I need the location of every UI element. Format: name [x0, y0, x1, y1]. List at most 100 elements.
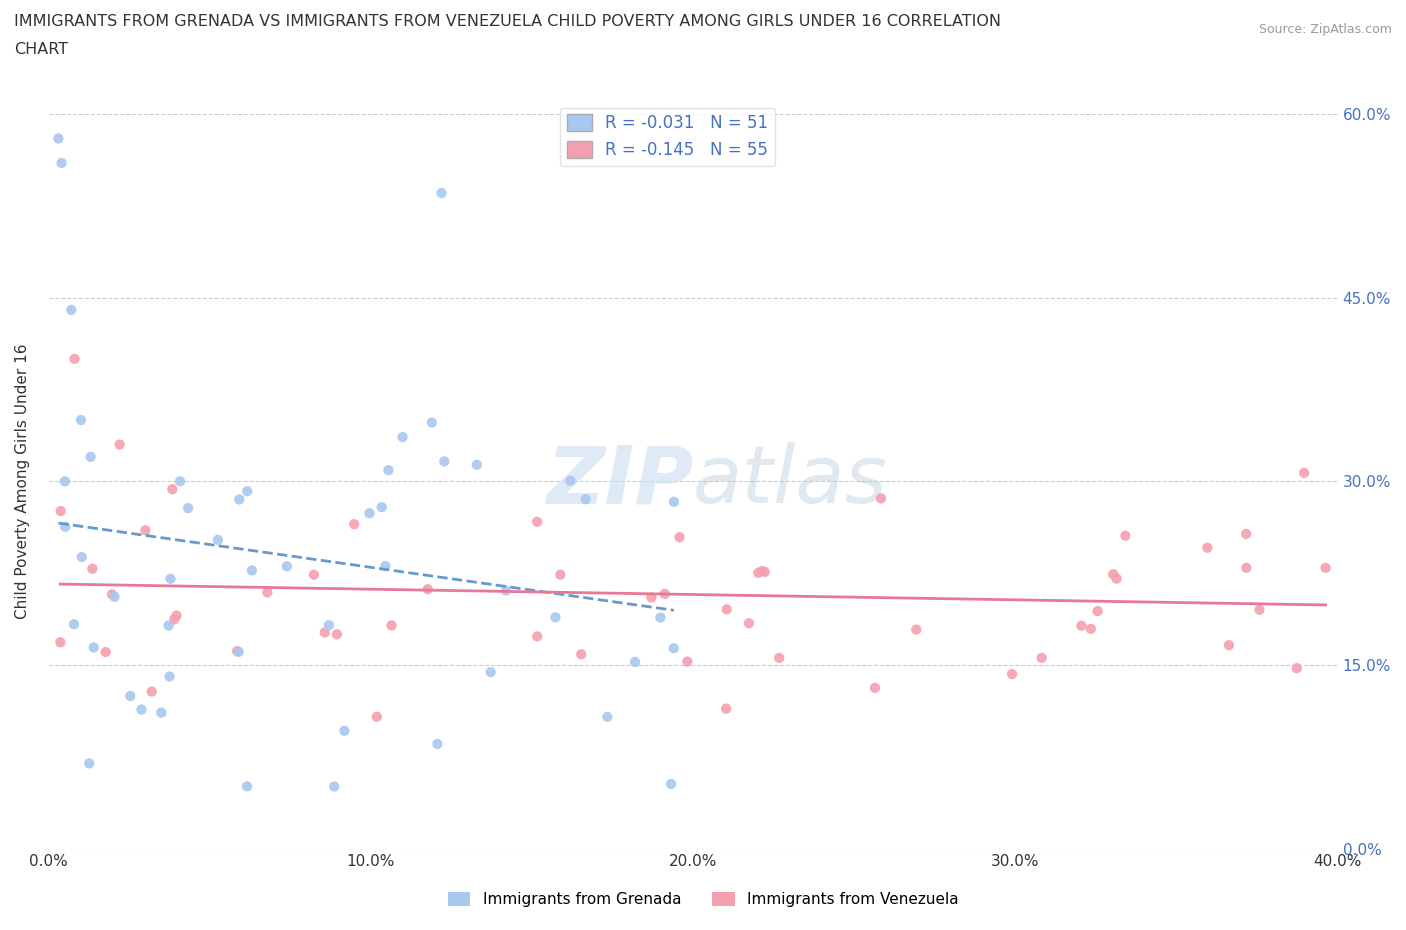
Point — [240, 563, 263, 578]
Text: Source: ZipAtlas.com: Source: ZipAtlas.com — [1258, 23, 1392, 36]
Point — [150, 705, 173, 720]
Point — [479, 665, 502, 680]
Point — [377, 462, 399, 477]
Point — [108, 437, 131, 452]
Point — [53, 474, 76, 489]
Point — [49, 635, 72, 650]
Point — [366, 710, 388, 724]
Point — [650, 610, 672, 625]
Point — [228, 492, 250, 507]
Point — [662, 495, 685, 510]
Point — [236, 779, 259, 794]
Point — [236, 484, 259, 498]
Point — [420, 415, 443, 430]
Point — [159, 571, 181, 586]
Point — [326, 627, 349, 642]
Point — [1114, 528, 1136, 543]
Point — [1315, 561, 1337, 576]
Point — [1070, 618, 1092, 633]
Point — [1031, 650, 1053, 665]
Point — [70, 550, 93, 565]
Point — [162, 482, 184, 497]
Point — [101, 587, 124, 602]
Point — [465, 458, 488, 472]
Point — [141, 684, 163, 699]
Point — [370, 499, 392, 514]
Point — [49, 504, 72, 519]
Text: IMMIGRANTS FROM GRENADA VS IMMIGRANTS FROM VENEZUELA CHILD POVERTY AMONG GIRLS U: IMMIGRANTS FROM GRENADA VS IMMIGRANTS FR… — [14, 14, 1001, 29]
Point — [905, 622, 928, 637]
Point — [323, 779, 346, 794]
Point — [163, 612, 186, 627]
Point — [256, 585, 278, 600]
Point — [63, 352, 86, 366]
Point — [1294, 465, 1316, 480]
Point — [596, 710, 619, 724]
Point — [870, 491, 893, 506]
Point — [83, 640, 105, 655]
Point — [668, 530, 690, 545]
Point — [159, 669, 181, 684]
Point — [134, 523, 156, 538]
Point — [1218, 638, 1240, 653]
Point — [495, 583, 517, 598]
Point — [526, 514, 548, 529]
Point — [433, 454, 456, 469]
Point — [207, 532, 229, 547]
Point — [302, 567, 325, 582]
Point — [560, 473, 582, 488]
Point — [318, 618, 340, 632]
Point — [430, 186, 453, 201]
Point — [624, 655, 647, 670]
Legend: Immigrants from Grenada, Immigrants from Venezuela: Immigrants from Grenada, Immigrants from… — [441, 885, 965, 913]
Point — [1087, 604, 1109, 618]
Point — [1234, 561, 1257, 576]
Point — [676, 654, 699, 669]
Point — [82, 562, 104, 577]
Point — [314, 625, 336, 640]
Point — [104, 590, 127, 604]
Point — [575, 492, 598, 507]
Point — [1105, 571, 1128, 586]
Point — [662, 641, 685, 656]
Point — [276, 559, 298, 574]
Point — [747, 565, 769, 580]
Point — [359, 506, 381, 521]
Point — [53, 520, 76, 535]
Point — [1249, 603, 1271, 618]
Point — [1197, 540, 1219, 555]
Point — [768, 650, 790, 665]
Point — [94, 644, 117, 659]
Point — [177, 500, 200, 515]
Point — [380, 618, 402, 633]
Point — [343, 517, 366, 532]
Point — [716, 602, 738, 617]
Point — [1102, 566, 1125, 581]
Point — [166, 608, 188, 623]
Point — [640, 590, 662, 604]
Point — [659, 777, 682, 791]
Point — [70, 413, 93, 428]
Point — [754, 565, 776, 579]
Point — [391, 430, 413, 445]
Point — [79, 449, 101, 464]
Point — [48, 131, 70, 146]
Point — [426, 737, 449, 751]
Point — [131, 702, 153, 717]
Point — [714, 701, 737, 716]
Point — [333, 724, 356, 738]
Point — [751, 564, 773, 578]
Y-axis label: Child Poverty Among Girls Under 16: Child Poverty Among Girls Under 16 — [15, 343, 30, 619]
Point — [1234, 526, 1257, 541]
Point — [228, 644, 250, 659]
Text: atlas: atlas — [693, 443, 889, 520]
Point — [738, 616, 761, 631]
Point — [654, 587, 676, 602]
Point — [77, 756, 100, 771]
Point — [60, 302, 83, 317]
Point — [550, 567, 572, 582]
Point — [863, 681, 886, 696]
Point — [226, 644, 249, 658]
Point — [544, 610, 567, 625]
Point — [569, 647, 592, 662]
